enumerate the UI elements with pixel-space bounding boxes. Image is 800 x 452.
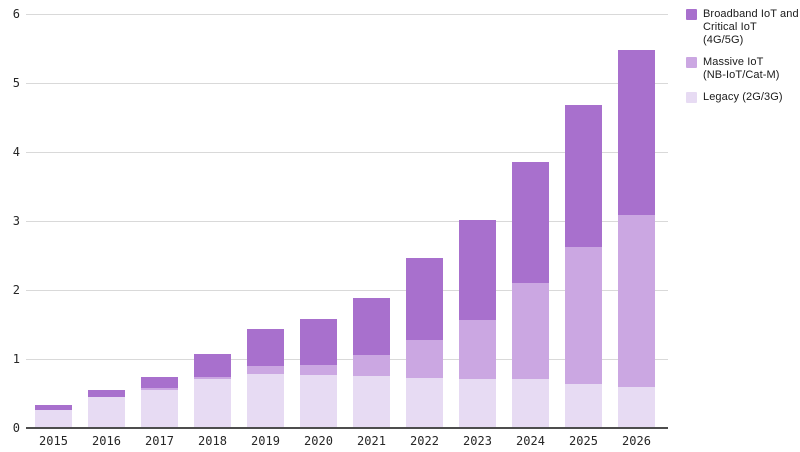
- x-axis-line: [26, 427, 668, 429]
- bar-2023-segment-2: [459, 219, 496, 321]
- bar-2020-segment-2: [300, 319, 337, 365]
- bar-2026-segment-1: [618, 214, 655, 387]
- bar-2026: [618, 49, 655, 428]
- bar-2021: [353, 297, 390, 428]
- bar-2019-segment-1: [247, 365, 284, 375]
- bar-2024-segment-0: [512, 379, 549, 428]
- bar-2021-segment-1: [353, 354, 390, 377]
- legend-label-1-line-1: (NB-IoT/Cat-M): [703, 69, 780, 81]
- legend-swatch-1: [686, 57, 697, 68]
- bar-2025: [565, 105, 602, 428]
- bar-2019-segment-0: [247, 374, 284, 428]
- bar-2020: [300, 319, 337, 428]
- legend-item-2: Legacy (2G/3G): [686, 91, 800, 104]
- bar-2018-segment-1: [194, 376, 231, 379]
- bar-2022: [406, 258, 443, 428]
- bar-2017-segment-0: [141, 390, 178, 428]
- legend-label-2: Legacy (2G/3G): [703, 91, 783, 104]
- y-axis-tick-2: 2: [12, 283, 20, 297]
- x-axis-tick-2022: 2022: [410, 434, 439, 448]
- bar-2019-segment-2: [247, 328, 284, 366]
- bar-2019: [247, 328, 284, 428]
- y-axis-tick-4: 4: [12, 145, 20, 159]
- bar-2023: [459, 219, 496, 428]
- bar-2024-segment-2: [512, 162, 549, 284]
- x-axis-tick-2018: 2018: [198, 434, 227, 448]
- bar-2023-segment-0: [459, 379, 496, 428]
- bar-2021-segment-0: [353, 376, 390, 428]
- x-axis-tick-2021: 2021: [357, 434, 386, 448]
- bar-2015-segment-2: [35, 404, 72, 411]
- x-axis-tick-2016: 2016: [92, 434, 121, 448]
- bar-2022-segment-1: [406, 339, 443, 378]
- bar-2016-segment-2: [88, 390, 125, 397]
- legend-swatch-0: [686, 9, 697, 20]
- legend-item-0: Broadband IoT and Critical IoT (4G/5G): [686, 8, 800, 47]
- bar-2018-segment-2: [194, 354, 231, 377]
- bar-2026-segment-2: [618, 49, 655, 215]
- bar-2017-segment-1: [141, 387, 178, 390]
- y-axis-tick-1: 1: [12, 352, 20, 366]
- gridline-y5: [26, 83, 668, 84]
- bar-2021-segment-2: [353, 297, 390, 355]
- x-axis-tick-2025: 2025: [569, 434, 598, 448]
- legend-swatch-2: [686, 92, 697, 103]
- bar-2018-segment-0: [194, 379, 231, 428]
- legend-label-0-line-0: Broadband IoT and: [703, 8, 799, 20]
- y-axis-tick-3: 3: [12, 214, 20, 228]
- x-axis-tick-2026: 2026: [622, 434, 651, 448]
- legend-label-2-line-0: Legacy (2G/3G): [703, 91, 783, 103]
- bar-2024-segment-1: [512, 283, 549, 379]
- bar-2017: [141, 376, 178, 428]
- bar-2022-segment-0: [406, 377, 443, 428]
- bar-2016-segment-0: [88, 396, 125, 428]
- bar-2017-segment-2: [141, 376, 178, 388]
- bar-2024: [512, 162, 549, 428]
- gridline-y6: [26, 14, 668, 15]
- gridline-y1: [26, 359, 668, 360]
- x-axis-tick-2024: 2024: [516, 434, 545, 448]
- x-axis-tick-2019: 2019: [251, 434, 280, 448]
- legend-label-0: Broadband IoT and Critical IoT (4G/5G): [703, 8, 800, 47]
- legend-label-1-line-0: Massive IoT: [703, 56, 764, 68]
- gridline-y2: [26, 290, 668, 291]
- bar-2022-segment-2: [406, 258, 443, 340]
- bar-2025-segment-0: [565, 383, 602, 428]
- bar-2020-segment-0: [300, 374, 337, 428]
- bar-2018: [194, 354, 231, 428]
- bar-2016: [88, 390, 125, 428]
- y-axis-tick-5: 5: [12, 76, 20, 90]
- bar-2025-segment-1: [565, 247, 602, 384]
- bar-2015-segment-0: [35, 410, 72, 428]
- y-axis-tick-0: 0: [12, 421, 20, 435]
- bar-2020-segment-1: [300, 364, 337, 375]
- x-axis-tick-2017: 2017: [145, 434, 174, 448]
- bar-2025-segment-2: [565, 105, 602, 248]
- legend-label-0-line-1: Critical IoT (4G/5G): [703, 21, 757, 46]
- x-axis-tick-2015: 2015: [39, 434, 68, 448]
- bar-2015: [35, 404, 72, 428]
- bar-2023-segment-1: [459, 320, 496, 379]
- x-axis-tick-2023: 2023: [463, 434, 492, 448]
- legend: Broadband IoT and Critical IoT (4G/5G) Mas…: [686, 8, 800, 104]
- bar-2026-segment-0: [618, 386, 655, 428]
- gridline-y3: [26, 221, 668, 222]
- legend-label-1: Massive IoT (NB-IoT/Cat-M): [703, 56, 780, 82]
- legend-item-1: Massive IoT (NB-IoT/Cat-M): [686, 56, 800, 82]
- y-axis-tick-6: 6: [12, 7, 20, 21]
- gridline-y4: [26, 152, 668, 153]
- x-axis-tick-2020: 2020: [304, 434, 333, 448]
